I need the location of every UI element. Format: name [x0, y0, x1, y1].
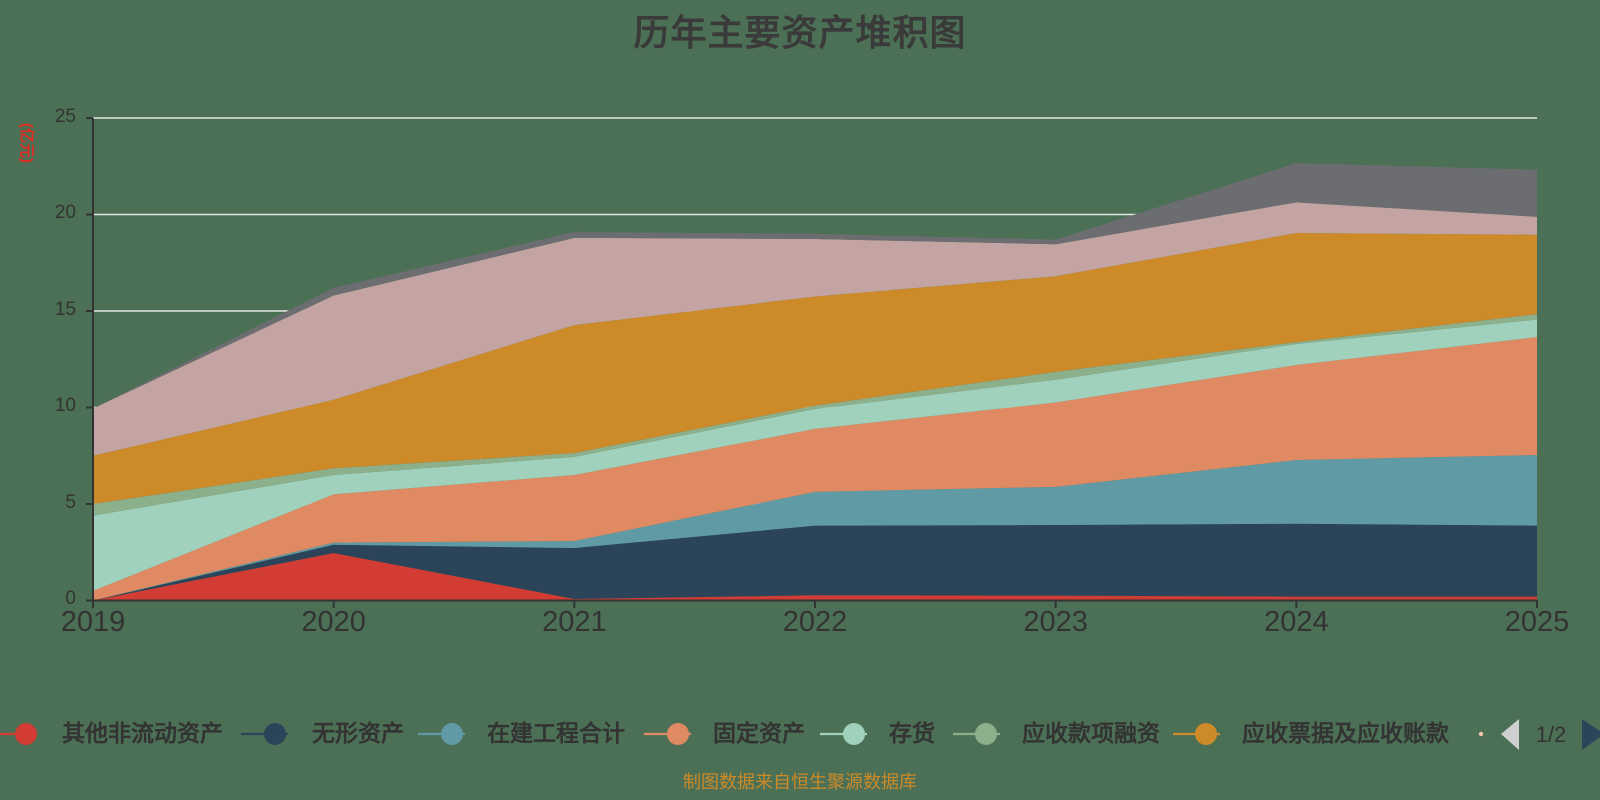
- svg-text:应收票据及应收账款: 应收票据及应收账款: [1242, 720, 1450, 746]
- svg-text:无形资产: 无形资产: [312, 720, 404, 746]
- svg-text:1/2: 1/2: [1536, 722, 1567, 747]
- svg-text:固定资产: 固定资产: [713, 720, 805, 746]
- svg-text:应收款项融资: 应收款项融资: [1022, 720, 1160, 746]
- svg-text:在建工程合计: 在建工程合计: [487, 720, 625, 746]
- svg-text:其他非流动资产: 其他非流动资产: [62, 720, 223, 746]
- svg-text:存货: 存货: [889, 720, 935, 746]
